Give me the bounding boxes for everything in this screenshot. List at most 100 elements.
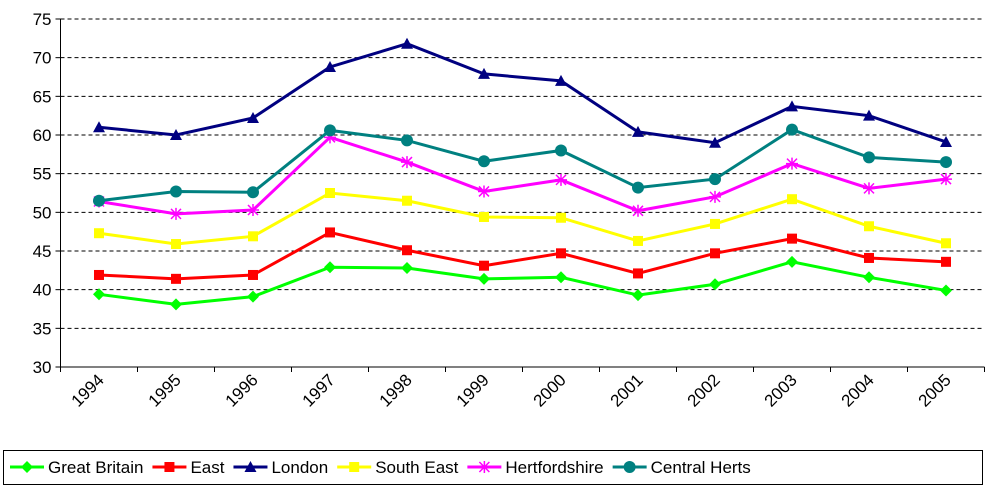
legend-label: London (271, 458, 328, 477)
marker (248, 269, 258, 280)
marker (941, 238, 951, 249)
marker (324, 261, 336, 274)
series-line (98, 230, 947, 281)
y-tick-label: 70 (33, 49, 52, 68)
marker (556, 212, 566, 223)
marker (787, 194, 797, 205)
marker (479, 260, 489, 271)
x-tick-label: 2003 (761, 370, 801, 410)
marker (633, 268, 643, 279)
y-tick-label: 50 (33, 203, 52, 222)
marker (93, 194, 105, 207)
marker (709, 136, 721, 148)
marker (401, 262, 413, 275)
x-tick-label: 1999 (453, 370, 493, 410)
marker (556, 248, 566, 259)
x-tick-label: 1996 (222, 370, 262, 410)
marker (170, 185, 182, 198)
marker (94, 228, 104, 239)
y-tick-label: 60 (33, 126, 52, 145)
marker (248, 231, 258, 242)
marker (478, 155, 490, 168)
marker (709, 173, 721, 186)
x-tick-label: 1998 (376, 370, 416, 410)
marker (324, 131, 336, 144)
marker (401, 156, 413, 169)
marker (247, 204, 259, 217)
marker (325, 227, 335, 238)
legend-label: South East (375, 458, 458, 477)
marker (401, 134, 413, 147)
marker (324, 124, 336, 137)
marker (247, 111, 259, 123)
marker (940, 156, 952, 169)
marker (863, 182, 875, 195)
marker (170, 298, 182, 311)
marker (863, 151, 875, 164)
x-tick-label: 2001 (607, 370, 647, 410)
legend-label: Great Britain (48, 458, 143, 477)
marker (93, 288, 105, 301)
x-tick-label: 2005 (915, 370, 955, 410)
marker (632, 125, 644, 137)
marker (164, 462, 175, 472)
marker (555, 271, 567, 284)
x-tick-label: 2004 (838, 370, 878, 410)
x-tick-label: 2002 (684, 370, 724, 410)
marker (244, 461, 257, 472)
legend-label: East (190, 458, 224, 477)
marker (632, 181, 644, 194)
marker (940, 135, 952, 147)
marker (171, 273, 181, 284)
marker (478, 461, 491, 473)
marker (324, 60, 336, 72)
marker (786, 255, 798, 268)
x-tick-label: 1995 (145, 370, 185, 410)
marker (863, 271, 875, 284)
marker (325, 188, 335, 198)
marker (864, 221, 874, 232)
marker (170, 207, 182, 220)
marker (941, 256, 951, 267)
marker (349, 462, 360, 472)
marker (786, 100, 798, 112)
marker (247, 290, 259, 303)
legend-label: Central Herts (651, 458, 751, 477)
y-tick-label: 30 (33, 358, 52, 377)
marker (710, 218, 720, 229)
legend-label: Hertfordshire (505, 458, 603, 477)
series-line (98, 127, 947, 203)
series-line (98, 260, 947, 306)
x-tick-label: 2000 (530, 370, 570, 410)
y-tick-label: 45 (33, 242, 52, 261)
series-line (98, 135, 947, 216)
y-tick-label: 40 (33, 281, 52, 300)
marker (863, 109, 875, 121)
marker (402, 245, 412, 256)
marker (94, 269, 104, 280)
marker (710, 248, 720, 259)
marker (401, 37, 413, 49)
marker (93, 121, 105, 133)
marker (633, 235, 643, 246)
marker (787, 233, 797, 244)
marker (786, 123, 798, 136)
marker (478, 67, 490, 79)
marker (402, 195, 412, 206)
marker (632, 204, 644, 217)
marker (21, 461, 33, 473)
legend: Great Britain East London South East Hertfor… (3, 450, 983, 485)
marker (940, 284, 952, 297)
marker (171, 239, 181, 250)
series-line (98, 191, 947, 246)
marker (555, 144, 567, 157)
marker (247, 186, 259, 199)
marker (940, 173, 952, 186)
marker (478, 272, 490, 285)
y-tick-label: 75 (33, 10, 52, 29)
marker (555, 173, 567, 186)
marker (170, 129, 182, 140)
marker (786, 157, 798, 170)
y-tick-label: 55 (33, 165, 52, 184)
